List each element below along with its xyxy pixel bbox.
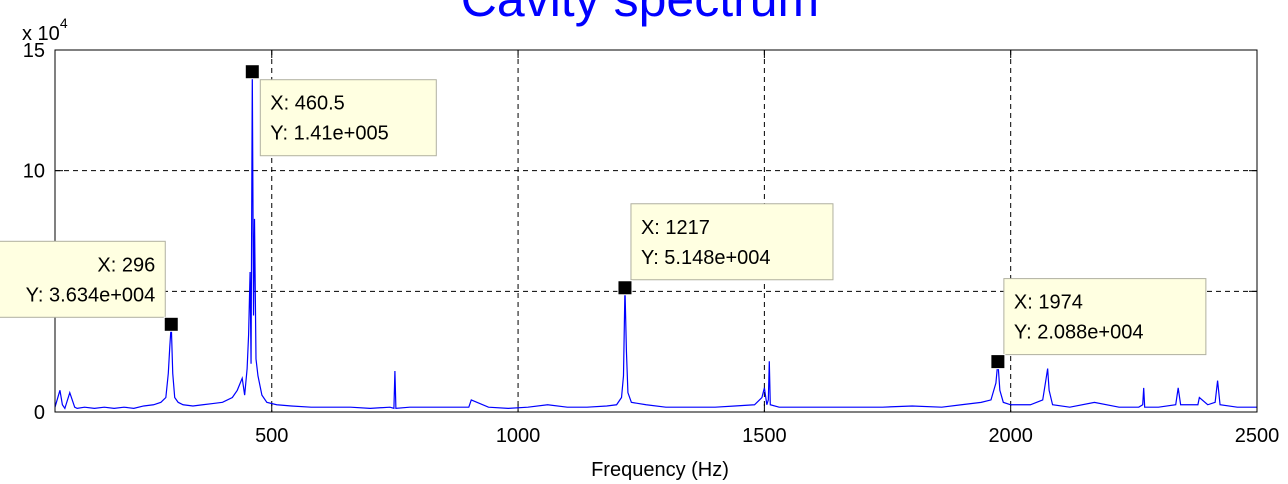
y-multiplier: x 104 bbox=[22, 15, 68, 45]
y-tick-label: 0 bbox=[34, 402, 45, 424]
datatip-text: Y: 5.148e+004 bbox=[641, 247, 771, 269]
x-tick-label: 2000 bbox=[988, 425, 1033, 447]
x-axis-label: Frequency (Hz) bbox=[591, 459, 729, 481]
datatip-text: X: 1974 bbox=[1014, 292, 1083, 314]
datatip-text: X: 1217 bbox=[641, 217, 710, 239]
datatip-marker bbox=[244, 64, 260, 80]
datatip-box bbox=[259, 79, 437, 157]
datatip-marker bbox=[990, 354, 1006, 370]
x-tick-label: 1000 bbox=[496, 425, 541, 447]
y-multiplier-exponent: 4 bbox=[60, 15, 68, 31]
datatip-text: X: 296 bbox=[97, 254, 155, 276]
y-tick-label: 10 bbox=[23, 161, 45, 183]
datatip-marker bbox=[163, 316, 179, 332]
x-tick-label: 2500 bbox=[1235, 425, 1280, 447]
axes-box bbox=[54, 49, 1258, 413]
datatip-text: Y: 3.634e+004 bbox=[26, 284, 156, 306]
datatip-box bbox=[0, 240, 166, 318]
x-tick-label: 500 bbox=[255, 425, 288, 447]
datatip-text: Y: 2.088e+004 bbox=[1014, 322, 1144, 344]
y-multiplier-base: x 10 bbox=[22, 23, 60, 45]
x-tick-label: 1500 bbox=[742, 425, 787, 447]
datatip-text: Y: 1.41e+005 bbox=[270, 123, 388, 145]
datatip-box bbox=[630, 203, 834, 281]
chart-title: Cavity spectrum bbox=[461, 0, 819, 27]
series-line bbox=[55, 71, 1257, 410]
datatip-marker bbox=[617, 280, 633, 296]
datatip-box bbox=[1003, 278, 1207, 356]
datatip-text: X: 460.5 bbox=[270, 93, 345, 115]
y-tick-label: 15 bbox=[23, 40, 45, 62]
